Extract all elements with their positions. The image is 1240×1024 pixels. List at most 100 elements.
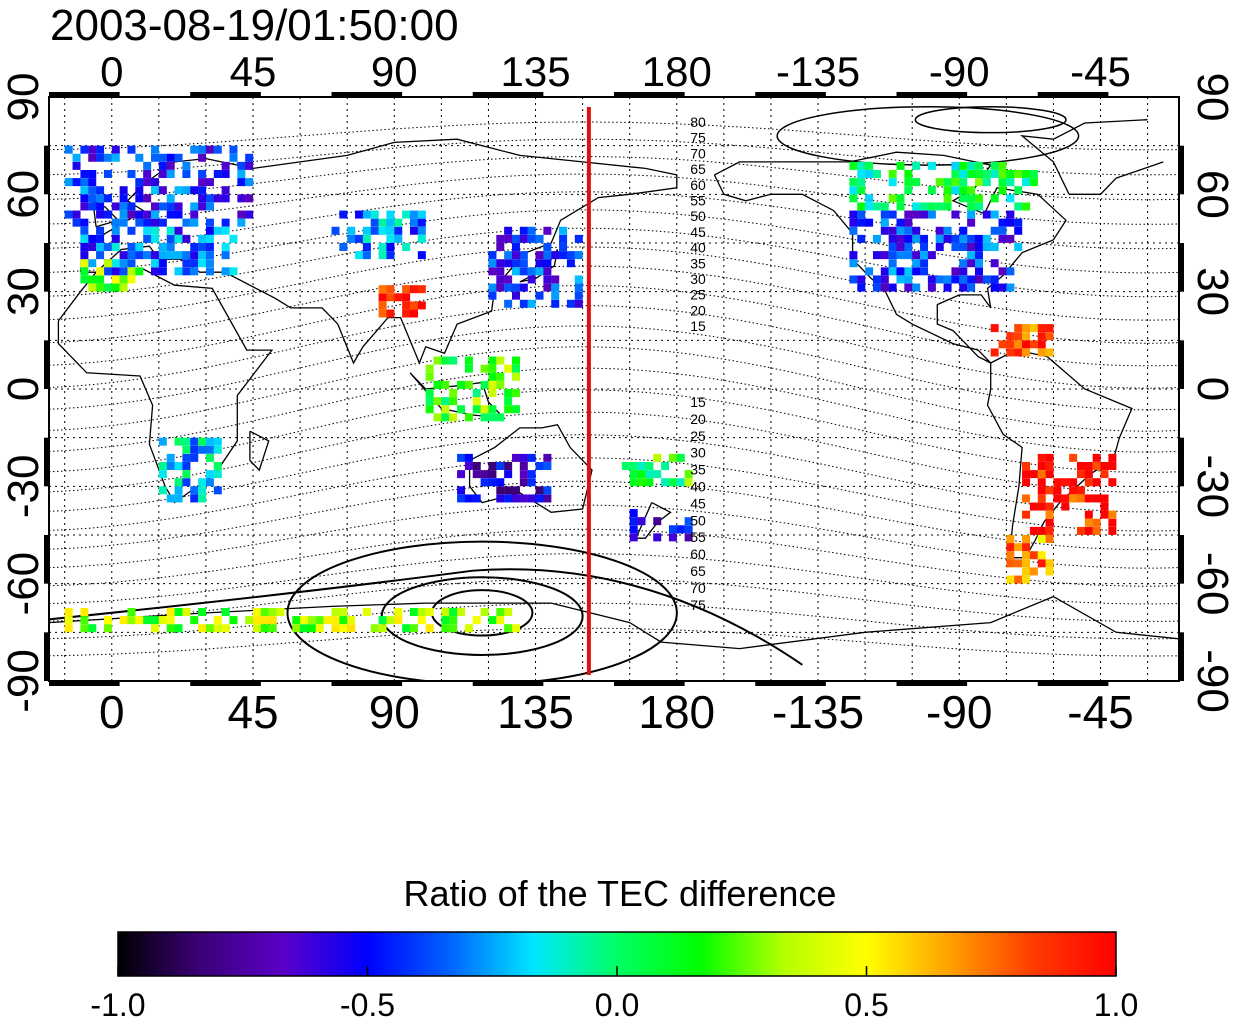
tec-cell [417,226,426,235]
tec-cell [378,293,387,302]
tec-cell [1006,535,1015,543]
tec-cell [974,234,983,243]
tec-cell [574,291,583,300]
tec-cell [1014,543,1023,552]
tec-cell [1022,462,1031,470]
tec-cell [402,624,411,633]
tec-cell [527,226,536,235]
tec-cell [464,462,473,470]
tec-cell [464,356,473,365]
contour-label: 55 [690,529,706,545]
frame-bar-left [44,437,49,487]
coastline [468,423,593,513]
tec-cell [158,161,167,170]
tec-cell [904,243,913,251]
tec-cell [888,267,897,276]
tec-cell [190,202,199,211]
tec-cell [998,186,1007,195]
tec-cell [347,226,356,235]
tec-cell [111,234,120,243]
tec-cell [213,226,222,235]
tec-cell [88,194,97,203]
tec-cell [527,299,536,308]
tec-cell [1029,324,1038,333]
contour-line [49,504,1179,569]
tec-cell [260,608,269,616]
tec-cell [959,194,968,203]
tec-cell [135,616,144,625]
tec-cell [205,251,214,260]
tec-cell [511,251,520,260]
frame-bar-bottom [331,681,403,686]
tec-cell [174,608,183,616]
tec-cell [151,145,160,154]
tec-cell [1006,543,1015,552]
tec-cell [998,283,1007,292]
tec-cell [519,259,528,268]
tec-cell [511,494,520,503]
frame-bar-bottom [190,681,261,686]
tec-cell [417,616,426,625]
tec-cell [1045,502,1054,511]
tec-cell [1006,559,1015,568]
tec-cell [300,624,309,633]
tec-cell [535,234,544,243]
tec-cell [543,283,552,292]
tec-cell [951,210,960,219]
tec-cell [80,226,89,235]
tec-cell [943,178,952,187]
tec-cell [198,243,207,251]
tec-cell [974,178,983,187]
tec-cell [457,380,466,389]
tec-cell [574,234,583,243]
tec-cell [245,153,254,162]
tec-cell [253,624,262,633]
tec-cell [888,259,897,268]
frame-bar-bottom [472,681,544,686]
tec-cell [1061,502,1070,511]
tec-cell [629,470,638,479]
contour-line [49,389,1179,473]
tec-cell [174,267,183,276]
tec-cell [182,608,191,616]
tec-cell [174,153,183,162]
tec-cell [504,494,513,503]
tec-cell [151,267,160,276]
tec-cell [449,413,458,422]
contour-line [49,577,1179,622]
tec-cell [88,153,97,162]
tec-cell [872,275,881,284]
tec-cell [1029,502,1038,511]
tec-cell [888,283,897,292]
tec-cell [1045,453,1054,462]
tec-cell [64,210,73,219]
tec-cell [190,186,199,195]
tec-cell [998,161,1007,170]
tec-cell [457,470,466,479]
contour-label: 15 [690,394,706,410]
tec-cell [1022,470,1031,479]
tec-cell [409,608,418,616]
tec-cell [488,413,497,422]
contour-line [49,553,1179,605]
tec-cell [143,226,152,235]
tec-cell [888,226,897,235]
tec-cell [158,170,167,178]
tec-cell [543,494,552,503]
coastline [49,595,1179,681]
tec-cell [488,291,497,300]
tec-cell [1100,470,1109,479]
contour-label: 75 [690,130,706,146]
tec-cell [331,608,340,616]
tec-cell [543,462,552,470]
tec-cell [551,299,560,308]
tec-cell [386,243,395,251]
lat-tick-label-left: 90 [0,73,48,122]
tec-cell [857,283,866,292]
tec-cell [221,624,230,633]
tec-cell [198,486,207,495]
tec-cell [205,445,214,454]
tec-cell [1069,486,1078,495]
contour-oval-south [380,576,584,656]
tec-cell [543,267,552,276]
